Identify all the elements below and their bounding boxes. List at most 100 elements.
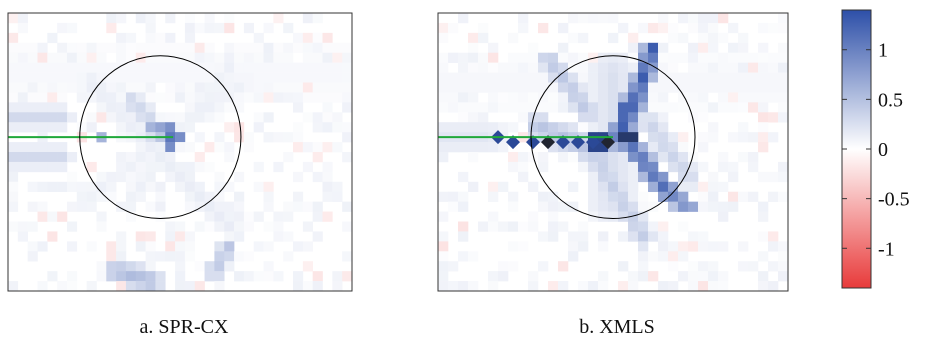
heatmap-cell bbox=[155, 281, 166, 292]
heatmap-cell bbox=[135, 102, 146, 113]
heatmap-cell bbox=[778, 22, 789, 34]
heatmap-cell bbox=[302, 82, 313, 93]
heatmap-cell bbox=[27, 152, 38, 163]
heatmap-cell bbox=[96, 271, 107, 282]
heatmap-cell bbox=[758, 72, 769, 83]
heatmap-cell bbox=[698, 13, 709, 24]
heatmap-cell bbox=[86, 281, 97, 292]
heatmap-cell bbox=[302, 52, 313, 63]
heatmap-cell bbox=[508, 152, 519, 163]
diamond-cell bbox=[506, 135, 520, 150]
heatmap-cell bbox=[194, 82, 205, 93]
heatmap-cell bbox=[204, 261, 215, 272]
heatmap-cell bbox=[688, 201, 699, 212]
heatmap-cell bbox=[106, 22, 117, 34]
heatmap-cell bbox=[598, 281, 609, 292]
heatmap-cell bbox=[608, 112, 619, 123]
heatmap-cell bbox=[628, 271, 639, 282]
heatmap-cell bbox=[688, 72, 699, 83]
heatmap-cell bbox=[468, 251, 479, 262]
heatmap-cell bbox=[688, 271, 699, 282]
heatmap-cell bbox=[568, 152, 579, 163]
heatmap-cell bbox=[76, 92, 87, 103]
heatmap-cell bbox=[86, 82, 97, 93]
heatmap-cell bbox=[568, 92, 579, 103]
heatmap-cell bbox=[253, 52, 264, 63]
heatmap-cell bbox=[37, 152, 48, 163]
heatmap-cell bbox=[47, 142, 58, 153]
heatmap-cell bbox=[658, 231, 669, 242]
heatmap-cell bbox=[618, 261, 629, 272]
heatmap-cell bbox=[718, 82, 729, 93]
heatmap-cell bbox=[194, 221, 205, 232]
heatmap-cell bbox=[145, 13, 156, 24]
heatmap-cell bbox=[165, 221, 176, 232]
heatmap-cell bbox=[214, 72, 225, 83]
heatmap-cell bbox=[184, 82, 196, 93]
heatmap-cell bbox=[548, 191, 559, 202]
heatmap-cell bbox=[8, 102, 19, 113]
heatmap-cell bbox=[145, 142, 156, 153]
heatmap-cell bbox=[37, 161, 48, 173]
heatmap-cell bbox=[438, 122, 449, 133]
heatmap-cell bbox=[214, 132, 225, 143]
heatmap-cell bbox=[47, 82, 58, 93]
heatmap-cell bbox=[628, 82, 639, 93]
heatmap-cell bbox=[758, 132, 769, 143]
heatmap-cell bbox=[253, 181, 264, 193]
heatmap-cell bbox=[8, 171, 19, 183]
heatmap-cell bbox=[538, 152, 549, 163]
heatmap-cell bbox=[8, 142, 19, 153]
heatmap-cell bbox=[204, 92, 215, 103]
heatmap-cell bbox=[8, 181, 19, 193]
heatmap-cell bbox=[243, 221, 255, 232]
heatmap-cell bbox=[468, 122, 479, 133]
heatmap-cell bbox=[708, 122, 719, 133]
heatmap-cell bbox=[448, 102, 459, 113]
heatmap-cell bbox=[273, 132, 284, 143]
heatmap-cell bbox=[165, 171, 176, 183]
heatmap-cell bbox=[678, 82, 689, 93]
heatmap-cell bbox=[145, 52, 156, 63]
heatmap-cell bbox=[488, 72, 499, 83]
heatmap-cell bbox=[17, 122, 28, 133]
heatmap-cell bbox=[332, 271, 343, 282]
heatmap-cell bbox=[568, 72, 579, 83]
heatmap-cell bbox=[145, 261, 156, 272]
panel-a bbox=[7, 12, 353, 292]
heatmap-cell bbox=[768, 52, 779, 63]
heatmap-cell bbox=[125, 52, 137, 63]
heatmap-cell bbox=[538, 82, 549, 93]
heatmap-cell bbox=[66, 181, 78, 193]
heatmap-cell bbox=[478, 22, 489, 34]
heatmap-cell bbox=[155, 52, 166, 63]
heatmap-cell bbox=[312, 142, 323, 153]
heatmap-cell bbox=[498, 181, 509, 193]
heatmap-cell bbox=[47, 112, 58, 123]
heatmap-cell bbox=[648, 251, 659, 262]
heatmap-cell bbox=[116, 161, 127, 173]
heatmap-cell bbox=[558, 42, 569, 54]
heatmap-cell bbox=[618, 82, 629, 93]
heatmap-cell bbox=[638, 211, 649, 222]
heatmap-cell bbox=[47, 72, 58, 83]
heatmap-cell bbox=[508, 72, 519, 83]
heatmap-cell bbox=[658, 191, 669, 202]
heatmap-cell bbox=[658, 152, 669, 163]
heatmap-cell bbox=[66, 271, 78, 282]
heatmap-cell bbox=[283, 132, 294, 143]
heatmap-cell bbox=[243, 62, 255, 73]
heatmap-cell bbox=[708, 102, 719, 113]
heatmap-cell bbox=[27, 62, 38, 73]
heatmap-cell bbox=[66, 171, 78, 183]
heatmap-cell bbox=[76, 62, 87, 73]
heatmap-cell bbox=[86, 181, 97, 193]
heatmap-cell bbox=[66, 201, 78, 212]
heatmap-cell bbox=[538, 62, 549, 73]
heatmap-cell bbox=[8, 92, 19, 103]
heatmap-cell bbox=[214, 201, 225, 212]
heatmap-cell bbox=[588, 82, 599, 93]
heatmap-cell bbox=[175, 42, 186, 54]
heatmap-cell bbox=[658, 171, 669, 183]
heatmap-cell bbox=[658, 62, 669, 73]
